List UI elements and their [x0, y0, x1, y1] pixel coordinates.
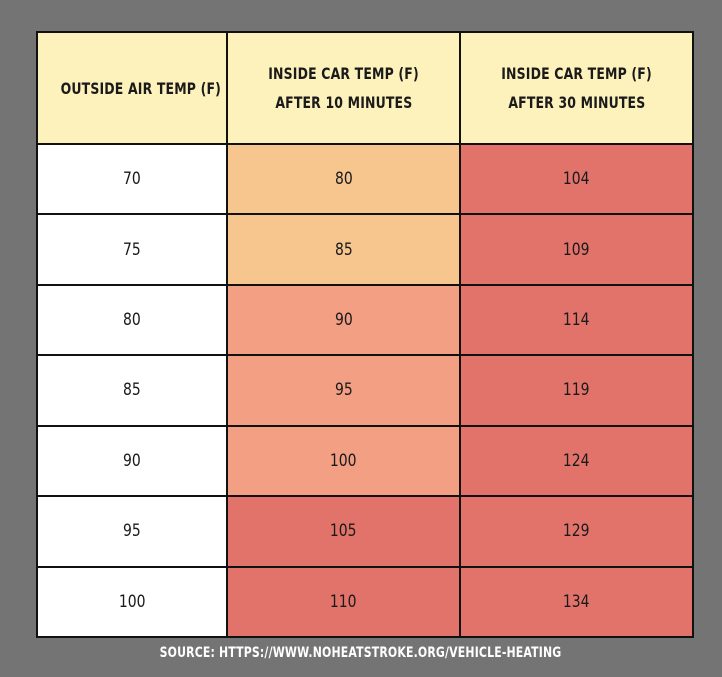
cell-value: 124: [563, 450, 590, 471]
table-row: 85 95 119: [36, 354, 694, 427]
cell-value: 119: [563, 380, 590, 401]
cell-value: 134: [563, 591, 590, 612]
cell-value: 104: [563, 169, 590, 190]
table-cell: 110: [226, 565, 461, 639]
table-cell: 119: [459, 354, 694, 427]
temperature-table: OUTSIDE AIR TEMP (F) INSIDE CAR TEMP (F)…: [36, 31, 694, 639]
table-cell: 104: [459, 142, 694, 216]
cell-value: 90: [123, 450, 141, 471]
table-cell: 70: [36, 142, 228, 216]
table-row: 100 110 134: [36, 565, 694, 639]
table-cell: 109: [459, 213, 694, 286]
table-cell: 124: [459, 424, 694, 498]
header-label: OUTSIDE AIR TEMP (F): [60, 78, 221, 98]
table-cell: 100: [226, 424, 461, 498]
cell-value: 100: [330, 450, 357, 471]
cell-value: 100: [118, 591, 146, 612]
header-label: AFTER 10 MINUTES: [274, 93, 413, 112]
table-body: 70 80 104 75 85 109 80 90 114 85 95 119 90 100 124 95 10…: [36, 142, 694, 639]
cell-value: 90: [334, 310, 353, 331]
cell-value: 75: [123, 239, 141, 260]
table-cell: 114: [459, 283, 694, 357]
cell-value: 80: [123, 310, 141, 331]
table-cell: 95: [36, 495, 228, 568]
table-cell: 85: [36, 354, 228, 427]
header-outside-air-temp: OUTSIDE AIR TEMP (F): [36, 31, 228, 145]
table-cell: 105: [226, 495, 461, 568]
header-inside-temp-10-min: INSIDE CAR TEMP (F) AFTER 10 MINUTES: [226, 31, 461, 145]
table-row: 95 105 129: [36, 495, 694, 568]
cell-value: 114: [563, 310, 590, 331]
cell-value: 110: [330, 591, 357, 612]
header-row: OUTSIDE AIR TEMP (F) INSIDE CAR TEMP (F)…: [36, 31, 694, 145]
cell-value: 80: [334, 169, 353, 190]
table-cell: 95: [226, 354, 461, 427]
table-row: 80 90 114: [36, 283, 694, 357]
cell-value: 95: [334, 380, 353, 401]
table-row: 70 80 104: [36, 142, 694, 216]
header-inside-temp-30-min: INSIDE CAR TEMP (F) AFTER 30 MINUTES: [459, 31, 694, 145]
table-cell: 80: [226, 142, 461, 216]
table-cell: 134: [459, 565, 694, 639]
header-label: AFTER 30 MINUTES: [507, 93, 646, 112]
cell-value: 95: [123, 521, 141, 542]
cell-value: 85: [123, 380, 141, 401]
table-row: 90 100 124: [36, 424, 694, 498]
table-cell: 100: [36, 565, 228, 639]
table-cell: 90: [226, 283, 461, 357]
cell-value: 70: [123, 169, 141, 190]
cell-value: 129: [563, 521, 590, 542]
table-row: 75 85 109: [36, 213, 694, 286]
table-cell: 85: [226, 213, 461, 286]
cell-value: 85: [334, 239, 353, 260]
table-cell: 75: [36, 213, 228, 286]
table-cell: 129: [459, 495, 694, 568]
header-label: INSIDE CAR TEMP (F): [268, 64, 419, 83]
table-cell: 80: [36, 283, 228, 357]
cell-value: 105: [330, 521, 357, 542]
source-caption: SOURCE: HTTPS://WWW.NOHEATSTROKE.ORG/VEH…: [0, 645, 722, 661]
source-text: SOURCE: HTTPS://WWW.NOHEATSTROKE.ORG/VEH…: [160, 645, 562, 661]
header-label: INSIDE CAR TEMP (F): [501, 64, 652, 83]
table-cell: 90: [36, 424, 228, 498]
cell-value: 109: [563, 239, 590, 260]
